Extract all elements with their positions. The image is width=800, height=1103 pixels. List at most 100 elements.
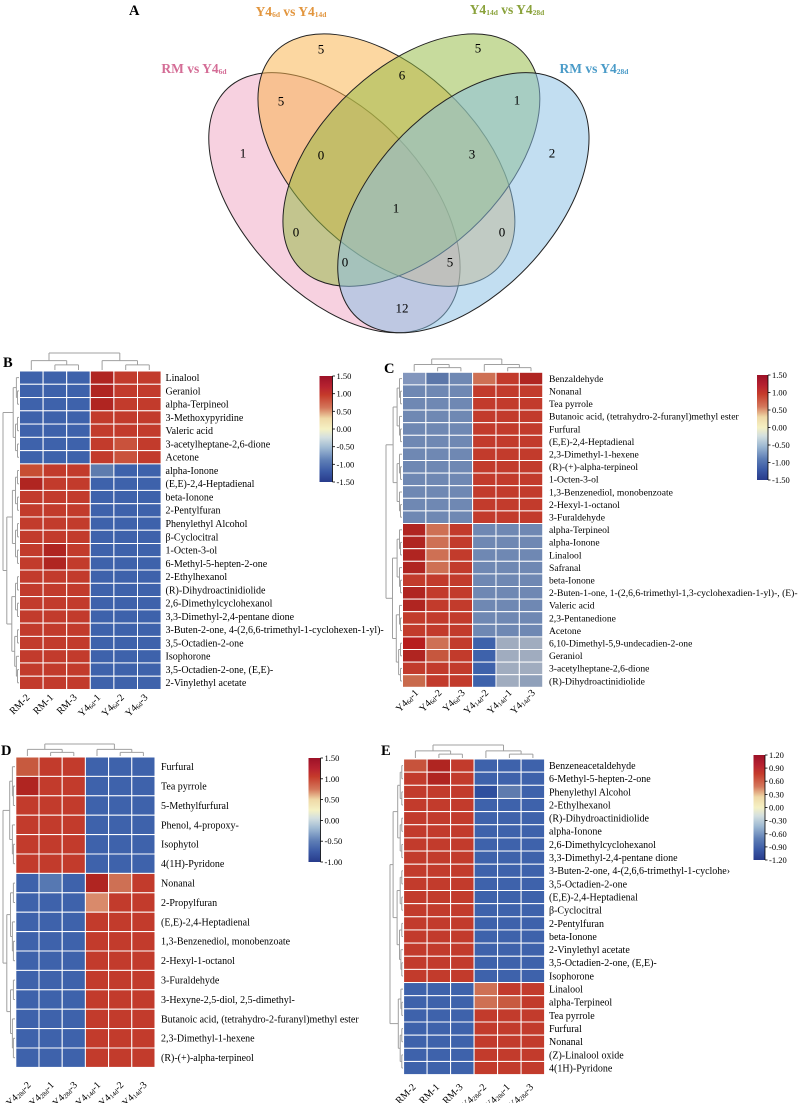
svg-text:beta-Ionone: beta-Ionone <box>549 576 595 587</box>
svg-text:2,3-Pentanedione: 2,3-Pentanedione <box>549 613 616 624</box>
svg-text:3-Methoxypyridine: 3-Methoxypyridine <box>166 413 244 424</box>
svg-text:Furfural: Furfural <box>549 1024 582 1035</box>
svg-text:1.00: 1.00 <box>772 388 787 398</box>
svg-text:Isophorone: Isophorone <box>549 971 595 982</box>
svg-text:Linalool: Linalool <box>549 550 582 561</box>
svg-text:Phenylethyl Alcohol: Phenylethyl Alcohol <box>166 519 248 530</box>
svg-text:3-acetylheptane-2,6-dione: 3-acetylheptane-2,6-dione <box>549 664 649 675</box>
svg-text:-0.50: -0.50 <box>325 836 343 846</box>
svg-text:1-Octen-3-ol: 1-Octen-3-ol <box>166 546 218 557</box>
svg-text:3-Furaldehyde: 3-Furaldehyde <box>549 513 605 524</box>
svg-text:1.50: 1.50 <box>772 370 787 380</box>
svg-text:3,5-Octadien-2-one, (E,E)-: 3,5-Octadien-2-one, (E,E)- <box>166 665 274 676</box>
svg-text:-0.50: -0.50 <box>772 440 790 450</box>
svg-text:Furfural: Furfural <box>549 424 581 435</box>
svg-text:beta-Ionone: beta-Ionone <box>549 932 597 943</box>
svg-text:(R)-(+)-alpha-terpineol: (R)-(+)-alpha-terpineol <box>549 462 638 473</box>
svg-text:Phenylethyl Alcohol: Phenylethyl Alcohol <box>549 787 631 798</box>
svg-text:3-Furaldehyde: 3-Furaldehyde <box>161 976 220 987</box>
svg-text:C: C <box>384 361 394 377</box>
svg-text:alpha-Ionone: alpha-Ionone <box>166 466 219 477</box>
svg-text:5: 5 <box>278 94 285 109</box>
svg-text:3,5-Octadien-2-one: 3,5-Octadien-2-one <box>549 879 628 890</box>
svg-text:-1.00: -1.00 <box>772 458 790 468</box>
svg-text:2,6-Dimethylcyclohexanol: 2,6-Dimethylcyclohexanol <box>549 840 656 851</box>
svg-text:Linalool: Linalool <box>166 373 200 384</box>
svg-text:5: 5 <box>318 42 325 57</box>
svg-text:(R)-Dihydroactinidiolide: (R)-Dihydroactinidiolide <box>166 585 267 596</box>
svg-text:RM vs Y46d: RM vs Y46d <box>161 61 227 76</box>
svg-text:-0.60: -0.60 <box>769 829 787 839</box>
svg-text:6,10-Dimethyl-5,9-undecadien-2: 6,10-Dimethyl-5,9-undecadien-2-one <box>549 639 692 650</box>
svg-text:-1.00: -1.00 <box>325 857 343 867</box>
svg-text:2: 2 <box>549 146 556 161</box>
svg-text:E: E <box>381 743 391 759</box>
svg-text:1.50: 1.50 <box>337 371 352 381</box>
svg-text:1.20: 1.20 <box>769 750 784 760</box>
svg-text:(E,E)-2,4-Heptadienal: (E,E)-2,4-Heptadienal <box>549 437 635 448</box>
svg-text:D: D <box>1 743 11 759</box>
svg-text:5: 5 <box>447 255 454 270</box>
svg-text:2-Buten-1-one, 1-(2,6,6-trimet: 2-Buten-1-one, 1-(2,6,6-trimethyl-1,3-cy… <box>549 588 798 599</box>
svg-text:1.00: 1.00 <box>325 774 340 784</box>
svg-text:2-Hexyl-1-octanol: 2-Hexyl-1-octanol <box>161 956 235 967</box>
svg-text:(E,E)-2,4-Heptadienal: (E,E)-2,4-Heptadienal <box>166 479 255 490</box>
svg-text:1-Octen-3-ol: 1-Octen-3-ol <box>549 475 599 486</box>
svg-text:3,3-Dimethyl-2,4-pentane dione: 3,3-Dimethyl-2,4-pentane dione <box>166 612 295 623</box>
svg-text:β-Cyclocitral: β-Cyclocitral <box>549 906 602 917</box>
svg-text:(R)-(+)-alpha-terpineol: (R)-(+)-alpha-terpineol <box>161 1053 254 1064</box>
svg-text:5: 5 <box>475 41 482 56</box>
svg-text:0.90: 0.90 <box>769 763 784 773</box>
svg-text:2-Pentylfuran: 2-Pentylfuran <box>549 919 604 930</box>
svg-text:0: 0 <box>293 225 300 240</box>
svg-text:RM vs Y428d: RM vs Y428d <box>560 61 630 76</box>
svg-text:0: 0 <box>342 255 349 270</box>
svg-text:1,3-Benzenediol, monobenzoate: 1,3-Benzenediol, monobenzoate <box>549 487 673 498</box>
svg-text:Safranal: Safranal <box>549 563 581 574</box>
svg-text:-0.50: -0.50 <box>337 442 355 452</box>
svg-text:Tea pyrrole: Tea pyrrole <box>549 399 593 410</box>
svg-text:Valeric acid: Valeric acid <box>166 426 213 437</box>
svg-text:-1.50: -1.50 <box>772 475 790 485</box>
svg-text:0.60: 0.60 <box>769 776 784 786</box>
svg-text:alpha-Terpineol: alpha-Terpineol <box>166 400 229 411</box>
svg-text:0: 0 <box>318 148 325 163</box>
svg-text:0.00: 0.00 <box>772 423 787 433</box>
svg-text:2-Hexyl-1-octanol: 2-Hexyl-1-octanol <box>549 500 620 511</box>
svg-text:beta-Ionone: beta-Ionone <box>166 493 214 504</box>
svg-text:4(1H)-Pyridone: 4(1H)-Pyridone <box>549 1063 613 1074</box>
svg-text:-0.30: -0.30 <box>769 816 787 826</box>
svg-text:0.50: 0.50 <box>772 405 787 415</box>
svg-text:Acetone: Acetone <box>166 453 200 464</box>
svg-text:2,6-Dimethylcyclohexanol: 2,6-Dimethylcyclohexanol <box>166 599 273 610</box>
svg-text:3,5-Octadien-2-one, (E,E)-: 3,5-Octadien-2-one, (E,E)- <box>549 958 657 969</box>
svg-text:alpha-Terpineol: alpha-Terpineol <box>549 998 612 1009</box>
svg-text:3-Buten-2-one, 4-(2,6,6-trimet: 3-Buten-2-one, 4-(2,6,6-trimethyl-1-cycl… <box>549 866 730 877</box>
svg-text:3-Hexyne-2,5-diol, 2,5-dimethy: 3-Hexyne-2,5-diol, 2,5-dimethyl- <box>161 995 295 1006</box>
svg-text:0.50: 0.50 <box>325 795 340 805</box>
svg-text:Isophorone: Isophorone <box>166 652 212 663</box>
svg-text:Nonanal: Nonanal <box>161 879 195 890</box>
svg-text:2-Ethylhexanol: 2-Ethylhexanol <box>166 572 228 583</box>
svg-text:3,5-Octadien-2-one: 3,5-Octadien-2-one <box>166 638 245 649</box>
svg-text:2-Propylfuran: 2-Propylfuran <box>161 898 217 909</box>
svg-text:3-acetylheptane-2,6-dione: 3-acetylheptane-2,6-dione <box>166 439 271 450</box>
svg-text:Tea pyrrole: Tea pyrrole <box>161 782 207 793</box>
svg-text:3: 3 <box>469 147 476 162</box>
svg-text:12: 12 <box>396 301 409 316</box>
svg-text:(E,E)-2,4-Heptadienal: (E,E)-2,4-Heptadienal <box>549 893 638 904</box>
svg-text:alpha-Ionone: alpha-Ionone <box>549 538 600 549</box>
svg-text:Valeric acid: Valeric acid <box>549 601 595 612</box>
svg-text:-1.50: -1.50 <box>337 477 355 487</box>
svg-text:Tea pyrrole: Tea pyrrole <box>549 1011 595 1022</box>
svg-text:2-Pentylfuran: 2-Pentylfuran <box>166 506 221 517</box>
svg-text:Isophytol: Isophytol <box>161 840 199 851</box>
svg-text:Nonanal: Nonanal <box>549 387 582 398</box>
svg-text:A: A <box>129 3 140 19</box>
svg-text:alpha-Terpineol: alpha-Terpineol <box>549 525 610 536</box>
svg-text:2-Vinylethyl acetate: 2-Vinylethyl acetate <box>549 945 630 956</box>
svg-text:Linalool: Linalool <box>549 985 583 996</box>
svg-text:Y414d vs Y428d: Y414d vs Y428d <box>470 2 545 17</box>
svg-text:Benzeneacetaldehyde: Benzeneacetaldehyde <box>549 761 636 772</box>
svg-text:Phenol, 4-propoxy-: Phenol, 4-propoxy- <box>161 820 239 831</box>
